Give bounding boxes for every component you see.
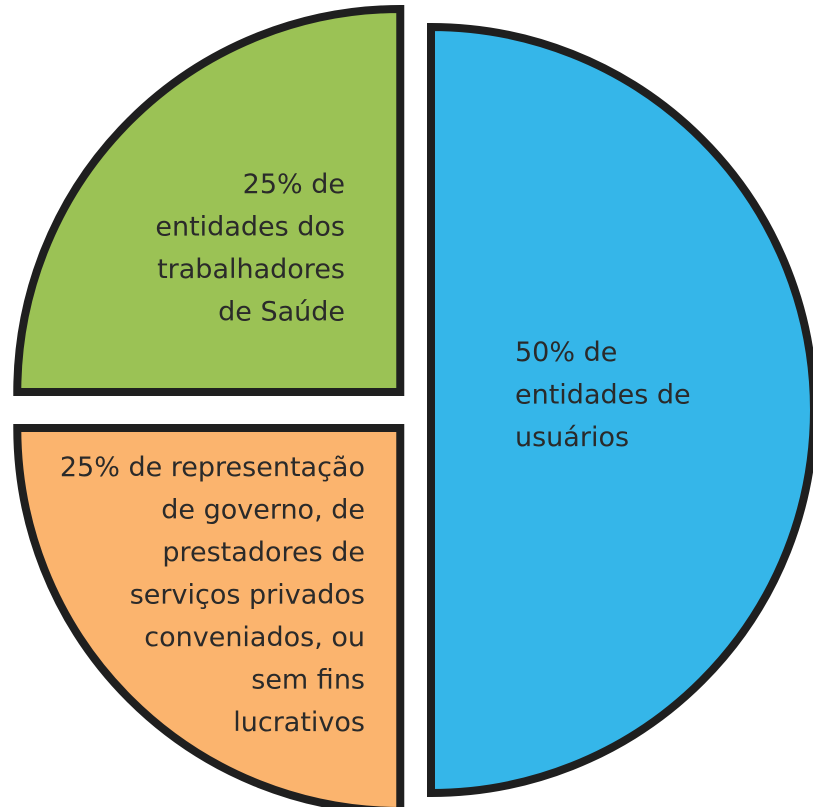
pie-slice: [13, 4, 405, 396]
category-label: entidades dos: [155, 211, 345, 242]
value-label: 25%: [60, 452, 120, 483]
value-label: 50%: [515, 337, 575, 368]
slice-label: sem fins: [251, 664, 365, 695]
slice-label: lucrativos: [233, 707, 365, 738]
pie-slice: [427, 22, 813, 798]
slice-label: entidades dos: [155, 211, 345, 242]
slice-label: serviços privados: [130, 579, 365, 610]
category-label: lucrativos: [233, 707, 365, 738]
category-label: entidades de: [515, 379, 691, 410]
category-label: serviços privados: [130, 579, 365, 610]
slice-label: prestadores de: [162, 537, 365, 568]
category-label: de Saúde: [218, 296, 345, 327]
slice-label: de governo, de: [161, 494, 365, 525]
category-label: de: [584, 337, 618, 368]
category-label: usuários: [515, 422, 629, 453]
slice-label: usuários: [515, 422, 629, 453]
slice-label: 25% de representação: [60, 452, 365, 483]
slice-label: 50% de: [515, 337, 617, 368]
category-label: trabalhadores: [157, 254, 345, 285]
category-label: conveniados, ou: [144, 622, 365, 653]
value-label: 25%: [243, 169, 303, 200]
category-label: de: [311, 169, 345, 200]
slice-label: de Saúde: [218, 296, 345, 327]
slice-label: 25% de: [243, 169, 345, 200]
category-label: prestadores de: [162, 537, 365, 568]
category-label: de representação: [128, 452, 365, 483]
category-label: sem fins: [251, 664, 365, 695]
category-label: de governo, de: [161, 494, 365, 525]
pie-slice: [13, 424, 405, 807]
slice-label: trabalhadores: [157, 254, 345, 285]
slice-label: conveniados, ou: [144, 622, 365, 653]
slice-label: entidades de: [515, 379, 691, 410]
